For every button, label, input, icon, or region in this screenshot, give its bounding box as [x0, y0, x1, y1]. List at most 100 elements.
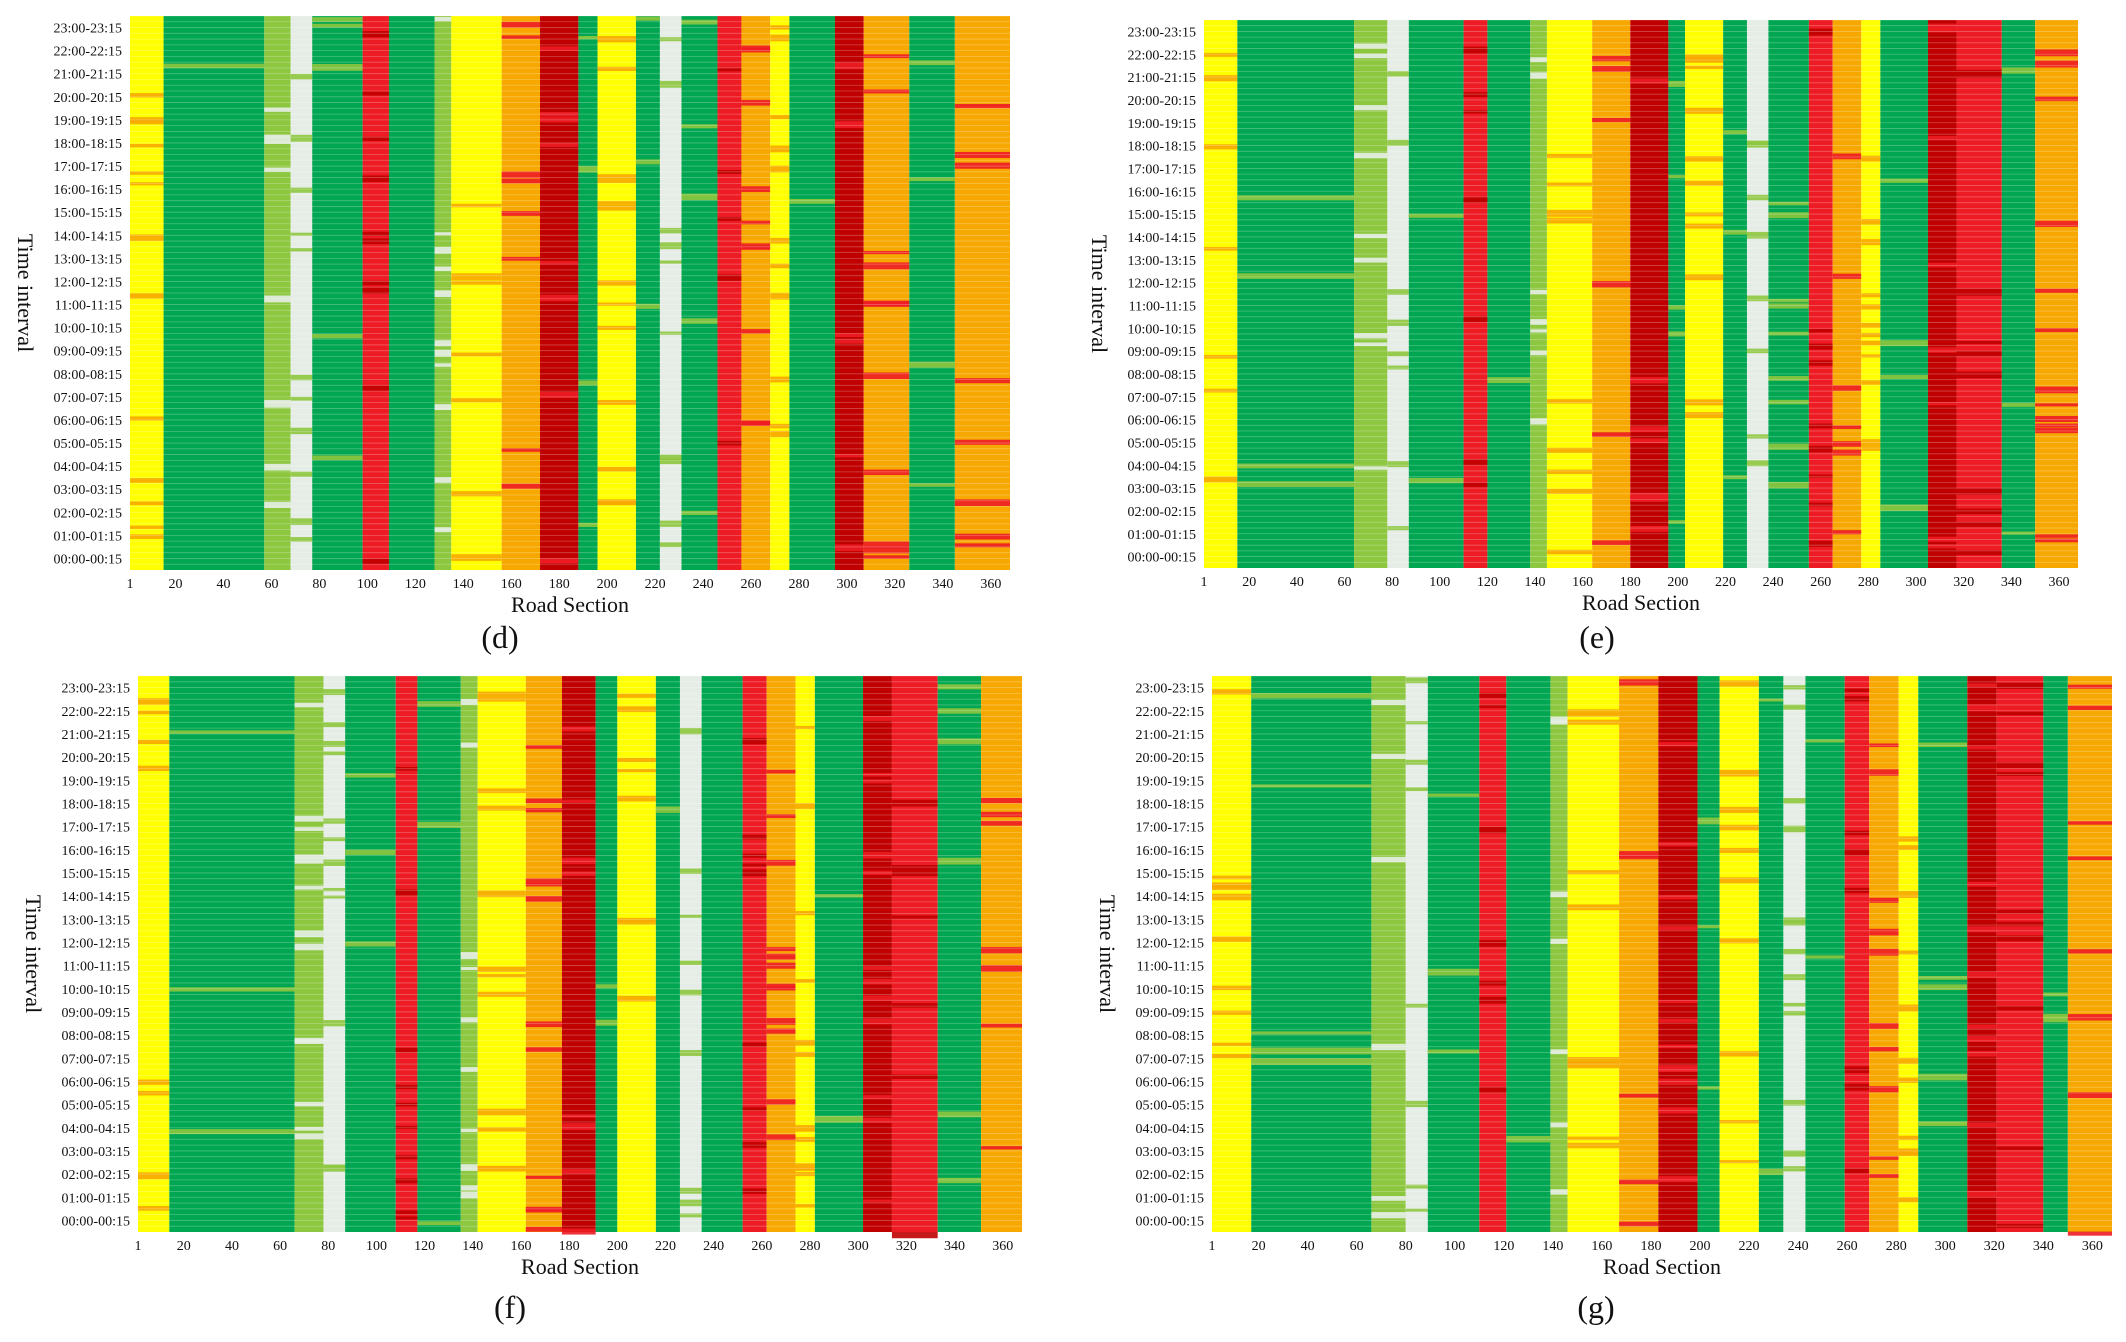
interval-streak	[2035, 386, 2078, 394]
y-axis-label: Time interval	[21, 895, 46, 1013]
interval-streak	[1530, 57, 1547, 63]
y-tick-label: 02:00-02:15	[54, 506, 122, 521]
interval-streak	[1805, 955, 1845, 959]
interval-streak	[1918, 1073, 1968, 1081]
y-tick-label: 09:00-09:15	[62, 1006, 130, 1021]
heatmap-column	[169, 676, 295, 1232]
heatmap-column	[345, 676, 396, 1232]
x-tick-label: 360	[980, 577, 1001, 592]
interval-streak	[460, 1067, 478, 1072]
interval-streak	[130, 478, 164, 483]
interval-streak	[1685, 57, 1724, 63]
interval-streak	[909, 177, 955, 182]
interval-streak	[1869, 769, 1899, 776]
interval-streak	[525, 808, 562, 813]
interval-streak	[264, 134, 291, 139]
interval-streak	[863, 250, 910, 255]
interval-streak	[395, 1178, 418, 1184]
interval-streak	[681, 318, 718, 324]
x-tick-label: 320	[1984, 1239, 2005, 1254]
interval-streak	[1550, 1049, 1568, 1055]
interval-streak	[2001, 402, 2036, 407]
interval-streak	[578, 166, 598, 173]
heatmap-column	[1479, 676, 1507, 1232]
x-tick-label: 320	[884, 577, 905, 592]
interval-streak	[2001, 531, 2036, 535]
x-tick-label: 20	[177, 1239, 191, 1254]
interval-streak	[795, 1136, 815, 1142]
interval-streak	[1719, 1120, 1759, 1124]
interval-streak	[1927, 536, 1957, 542]
interval-streak	[795, 1051, 815, 1057]
interval-streak	[130, 293, 164, 299]
heatmap-column	[1408, 20, 1464, 568]
interval-streak	[1783, 1010, 1806, 1016]
interval-streak	[681, 193, 718, 201]
interval-streak	[659, 542, 682, 548]
x-axis-label: Road Section	[511, 592, 629, 617]
interval-streak	[766, 814, 796, 818]
interval-streak	[395, 1155, 418, 1160]
interval-streak	[1768, 443, 1809, 450]
interval-streak	[1658, 1018, 1698, 1023]
interval-streak	[362, 31, 389, 38]
interval-streak	[1869, 1086, 1899, 1093]
interval-streak	[540, 294, 579, 302]
y-tick-label: 05:00-05:15	[54, 437, 122, 452]
interval-streak	[597, 500, 636, 506]
x-tick-label: 80	[312, 577, 326, 592]
interval-streak	[1619, 679, 1659, 686]
interval-streak	[1783, 917, 1806, 923]
interval-streak	[741, 220, 771, 225]
interval-streak	[540, 391, 579, 399]
interval-streak	[362, 385, 389, 391]
y-tick-label: 03:00-03:15	[1136, 1145, 1204, 1160]
interval-streak	[540, 260, 579, 265]
interval-streak	[477, 974, 526, 978]
y-tick-label: 16:00-16:15	[62, 844, 130, 859]
interval-streak	[130, 171, 164, 175]
interval-streak	[1844, 688, 1870, 692]
interval-streak	[1746, 348, 1769, 354]
interval-streak	[1861, 444, 1881, 451]
interval-streak	[1808, 329, 1833, 333]
interval-streak	[1808, 474, 1833, 478]
interval-streak	[681, 19, 718, 25]
y-tick-label: 14:00-14:15	[62, 890, 130, 905]
interval-streak	[2067, 684, 2112, 689]
interval-streak	[1212, 1042, 1252, 1046]
x-tick-label: 1	[127, 577, 134, 592]
interval-streak	[477, 966, 526, 972]
heatmap-column	[1463, 20, 1488, 568]
interval-streak	[1550, 720, 1568, 725]
interval-streak	[863, 1199, 892, 1203]
panel-label: (d)	[481, 619, 518, 655]
interval-streak	[1719, 769, 1759, 777]
interval-streak	[1530, 319, 1547, 325]
heatmap-panel: 00:00-00:15 01:00-01:15 02:00-02:15 03:00-0…	[1087, 19, 2078, 655]
interval-streak	[264, 167, 291, 172]
interval-streak	[1387, 71, 1409, 77]
interval-streak	[525, 1208, 562, 1213]
interval-streak	[741, 99, 771, 106]
heatmap-column	[1723, 20, 1747, 568]
y-tick-label: 15:00-15:15	[1136, 867, 1204, 882]
interval-streak	[1783, 1150, 1806, 1157]
x-tick-label: 280	[788, 577, 809, 592]
interval-streak	[1898, 845, 1919, 851]
interval-streak	[1898, 1004, 1919, 1012]
interval-streak	[1354, 233, 1388, 239]
interval-streak	[681, 124, 718, 129]
interval-streak	[1783, 798, 1806, 804]
interval-streak	[1697, 1086, 1720, 1090]
heatmap-column	[795, 676, 815, 1232]
interval-streak	[323, 859, 346, 866]
y-tick-label: 05:00-05:15	[62, 1099, 130, 1114]
y-tick-label: 12:00-12:15	[1128, 277, 1196, 292]
interval-streak	[2067, 1231, 2112, 1236]
interval-streak	[937, 1111, 982, 1118]
interval-streak	[1204, 75, 1238, 82]
heatmap-column	[525, 676, 562, 1232]
interval-streak	[909, 483, 955, 487]
interval-streak	[169, 1129, 295, 1135]
